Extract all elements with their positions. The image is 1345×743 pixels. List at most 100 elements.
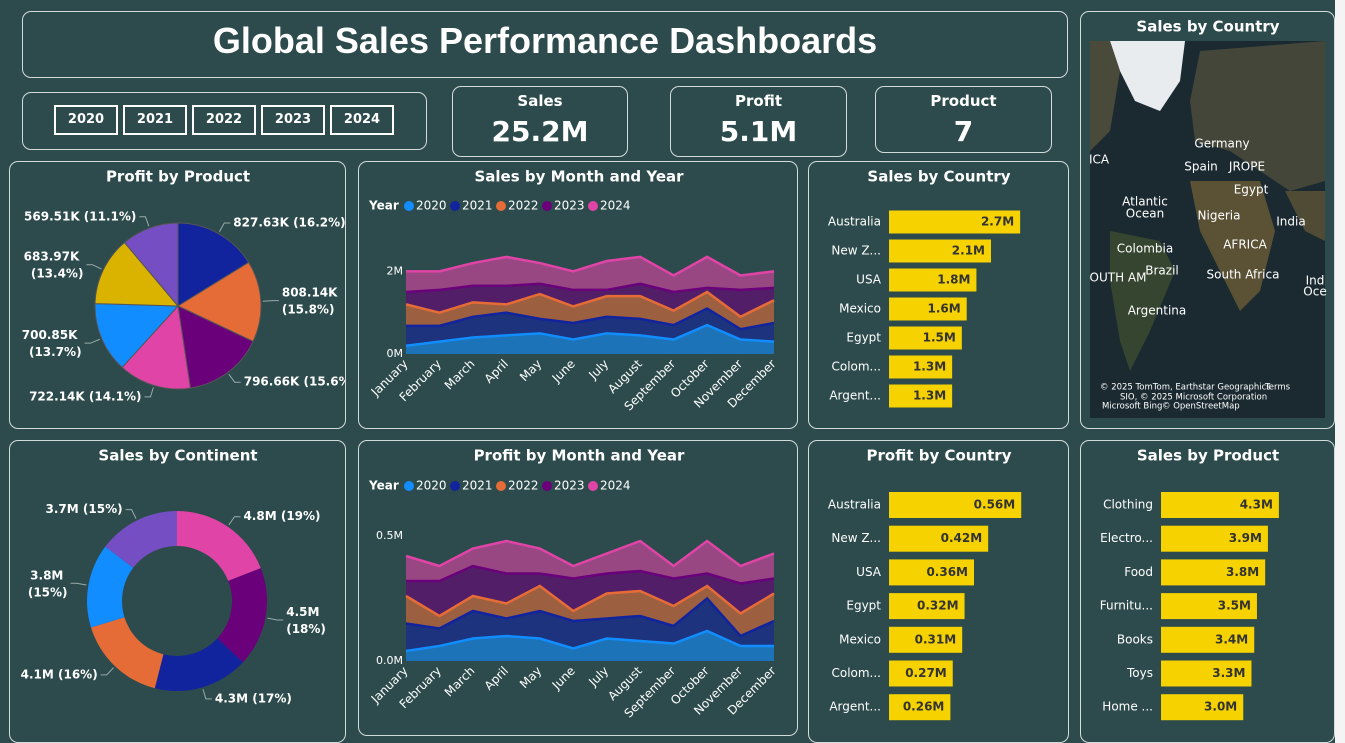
data-label: 4.5M (18%): [286, 604, 326, 635]
area-fill: [406, 308, 774, 346]
map-label: Germany: [1194, 137, 1249, 151]
pie-slice: [87, 546, 134, 628]
bar: [889, 660, 953, 687]
y-tick-label: Toys: [1126, 666, 1153, 680]
map-label: India: [1276, 215, 1305, 229]
data-label: 3.0M: [1204, 700, 1237, 714]
data-label: 0.31M: [915, 632, 957, 646]
area-chart: Sales by Month and Year Year 2020 2021 2022…: [368, 168, 779, 414]
kpi-card: Profit 5.1M: [670, 86, 847, 157]
map-label: Ocean: [1126, 207, 1164, 221]
leader-line: [125, 509, 137, 519]
data-label: 827.63K (16.2%): [233, 216, 345, 230]
leader-line: [84, 338, 100, 344]
map-land: [1190, 41, 1325, 191]
area-fill: [406, 541, 774, 584]
x-tick-label: March: [442, 664, 478, 700]
data-label: 0.42M: [941, 531, 983, 545]
area-fill: [406, 256, 774, 292]
legend-marker: [542, 201, 552, 211]
legend-label: 2020: [416, 479, 447, 493]
map-label: Egypt: [1234, 183, 1269, 197]
legend-marker: [404, 481, 414, 491]
y-tick-label: 2M: [387, 264, 404, 277]
area-line: [405, 323, 775, 347]
map-attribution: © OpenStreetMap: [1162, 402, 1240, 412]
y-tick-label: USA: [856, 565, 882, 579]
data-label: 0.32M: [917, 599, 959, 613]
y-tick-label: 0.5M: [376, 529, 403, 542]
area-fill: [406, 586, 774, 636]
data-label: 1.8M: [937, 273, 970, 287]
map-label: Nigeria: [1198, 209, 1241, 223]
x-tick-label: June: [549, 357, 578, 386]
y-tick-label: Mexico: [839, 302, 881, 316]
area-fill: [406, 631, 774, 661]
y-tick-label: Argent...: [829, 700, 881, 714]
area-line: [406, 564, 775, 585]
map-panel: Sales by Country Germany Spain JROPE Egypt N…: [1080, 11, 1335, 429]
legend-marker: [542, 481, 552, 491]
leader-line: [218, 222, 231, 233]
area-fill: [406, 325, 774, 354]
leader-line: [262, 300, 279, 302]
y-tick-label: Books: [1117, 632, 1153, 646]
year-button[interactable]: 2022: [192, 105, 256, 135]
leader-line: [267, 617, 284, 621]
legend-title: Year: [368, 479, 399, 493]
x-tick-label: May: [517, 357, 544, 384]
data-label: 796.66K (15.6%): [244, 375, 345, 389]
bar: [889, 492, 1022, 518]
area-line: [406, 255, 775, 277]
data-label: 3.8M: [1226, 565, 1259, 579]
y-tick-label: Electro...: [1100, 531, 1153, 545]
chart-title: Profit by Month and Year: [474, 447, 685, 465]
legend-marker: [404, 201, 414, 211]
leader-line: [70, 582, 87, 586]
map-label: OUTH AM: [1090, 271, 1147, 285]
pie-slice: [123, 222, 179, 308]
map-label: Brazil: [1145, 264, 1179, 278]
year-button[interactable]: 2021: [123, 105, 187, 135]
pie-slice: [176, 261, 262, 343]
data-label: 3.4M: [1215, 632, 1248, 646]
chart-title: Sales by Product: [1137, 447, 1279, 465]
pie-slice: [177, 305, 254, 389]
pie-slice: [94, 303, 180, 369]
x-tick-label: April: [482, 357, 511, 386]
bar: [889, 593, 965, 620]
map-land: [1110, 41, 1185, 111]
bar: [1161, 492, 1279, 518]
bar: [1161, 694, 1244, 721]
year-button[interactable]: 2023: [261, 105, 325, 135]
y-tick-label: Egypt: [846, 599, 881, 613]
y-tick-label: Argent...: [829, 389, 881, 403]
panel: Sales by Product Clothing 4.3M Electro... 3…: [1080, 440, 1335, 743]
y-tick-label: Egypt: [846, 331, 881, 345]
bar: [889, 239, 991, 263]
map-label: AFRICA: [1223, 238, 1267, 252]
bar: [889, 626, 963, 653]
area-line: [405, 290, 775, 319]
chart-title: Profit by Product: [106, 168, 250, 186]
x-tick-label: April: [482, 664, 511, 693]
map-label: Ind: [1306, 274, 1325, 288]
map-label: South Africa: [1207, 268, 1280, 282]
bar: [889, 384, 953, 408]
year-button[interactable]: 2024: [330, 105, 394, 135]
y-tick-label: Australia: [828, 215, 881, 229]
data-label: 4.3M (17%): [215, 691, 292, 705]
map-attribution: Microsoft Bing: [1102, 402, 1162, 412]
pie-slice: [177, 222, 250, 307]
data-label: 0.26M: [903, 700, 945, 714]
chart-title: Sales by Continent: [98, 447, 257, 465]
data-label: 4.3M: [1240, 498, 1273, 512]
year-button[interactable]: 2020: [54, 105, 118, 135]
map-land: [1110, 231, 1175, 371]
map-label: Argentina: [1128, 304, 1187, 318]
area-line: [405, 539, 775, 568]
y-tick-label: New Z...: [831, 531, 881, 545]
panel: Profit by Month and Year Year 2020 2021 202…: [358, 440, 798, 736]
legend-label: 2021: [462, 199, 493, 213]
bar: [889, 268, 977, 292]
